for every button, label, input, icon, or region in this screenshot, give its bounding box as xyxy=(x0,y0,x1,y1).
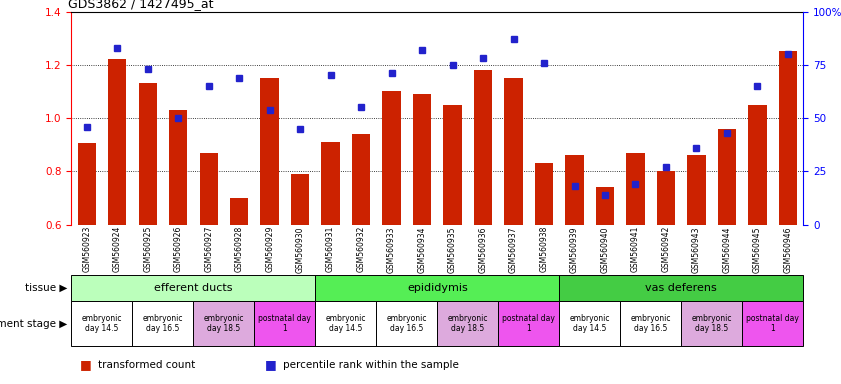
Bar xyxy=(315,275,559,301)
Text: ■: ■ xyxy=(80,358,92,371)
Bar xyxy=(748,105,766,225)
Bar xyxy=(169,110,188,225)
Bar xyxy=(315,301,376,346)
Bar xyxy=(657,171,675,225)
Bar xyxy=(413,94,431,225)
Bar xyxy=(620,301,681,346)
Bar xyxy=(595,187,614,225)
Text: development stage ▶: development stage ▶ xyxy=(0,318,67,329)
Text: percentile rank within the sample: percentile rank within the sample xyxy=(283,360,459,370)
Text: postnatal day
1: postnatal day 1 xyxy=(746,314,799,333)
Bar xyxy=(71,301,132,346)
Bar xyxy=(230,198,248,225)
Text: vas deferens: vas deferens xyxy=(645,283,717,293)
Bar xyxy=(687,156,706,225)
Bar xyxy=(132,301,193,346)
Text: postnatal day
1: postnatal day 1 xyxy=(502,314,555,333)
Text: embryonic
day 14.5: embryonic day 14.5 xyxy=(82,314,122,333)
Bar xyxy=(627,153,644,225)
Bar xyxy=(505,78,522,225)
Bar xyxy=(443,105,462,225)
Bar xyxy=(108,60,126,225)
Bar xyxy=(535,163,553,225)
Bar xyxy=(261,78,278,225)
Text: embryonic
day 14.5: embryonic day 14.5 xyxy=(325,314,366,333)
Text: tissue ▶: tissue ▶ xyxy=(25,283,67,293)
Bar xyxy=(291,174,309,225)
Bar xyxy=(498,301,559,346)
Text: embryonic
day 14.5: embryonic day 14.5 xyxy=(569,314,610,333)
Text: epididymis: epididymis xyxy=(407,283,468,293)
Text: embryonic
day 16.5: embryonic day 16.5 xyxy=(387,314,427,333)
Bar xyxy=(254,301,315,346)
Text: embryonic
day 16.5: embryonic day 16.5 xyxy=(143,314,183,333)
Bar xyxy=(77,143,96,225)
Text: efferent ducts: efferent ducts xyxy=(154,283,233,293)
Text: embryonic
day 18.5: embryonic day 18.5 xyxy=(204,314,244,333)
Text: transformed count: transformed count xyxy=(98,360,196,370)
Bar xyxy=(71,275,315,301)
Bar xyxy=(376,301,437,346)
Bar xyxy=(717,129,736,225)
Text: ■: ■ xyxy=(265,358,277,371)
Bar xyxy=(437,301,498,346)
Bar xyxy=(559,301,620,346)
Bar xyxy=(321,142,340,225)
Bar xyxy=(199,153,218,225)
Bar xyxy=(681,301,742,346)
Bar xyxy=(742,301,803,346)
Text: GDS3862 / 1427495_at: GDS3862 / 1427495_at xyxy=(68,0,214,10)
Bar xyxy=(779,51,797,225)
Text: embryonic
day 18.5: embryonic day 18.5 xyxy=(447,314,488,333)
Text: postnatal day
1: postnatal day 1 xyxy=(258,314,311,333)
Bar xyxy=(352,134,370,225)
Bar xyxy=(473,70,492,225)
Text: embryonic
day 16.5: embryonic day 16.5 xyxy=(631,314,671,333)
Bar xyxy=(559,275,803,301)
Bar xyxy=(193,301,254,346)
Bar xyxy=(139,83,156,225)
Bar xyxy=(565,156,584,225)
Bar xyxy=(383,91,400,225)
Text: embryonic
day 18.5: embryonic day 18.5 xyxy=(691,314,732,333)
